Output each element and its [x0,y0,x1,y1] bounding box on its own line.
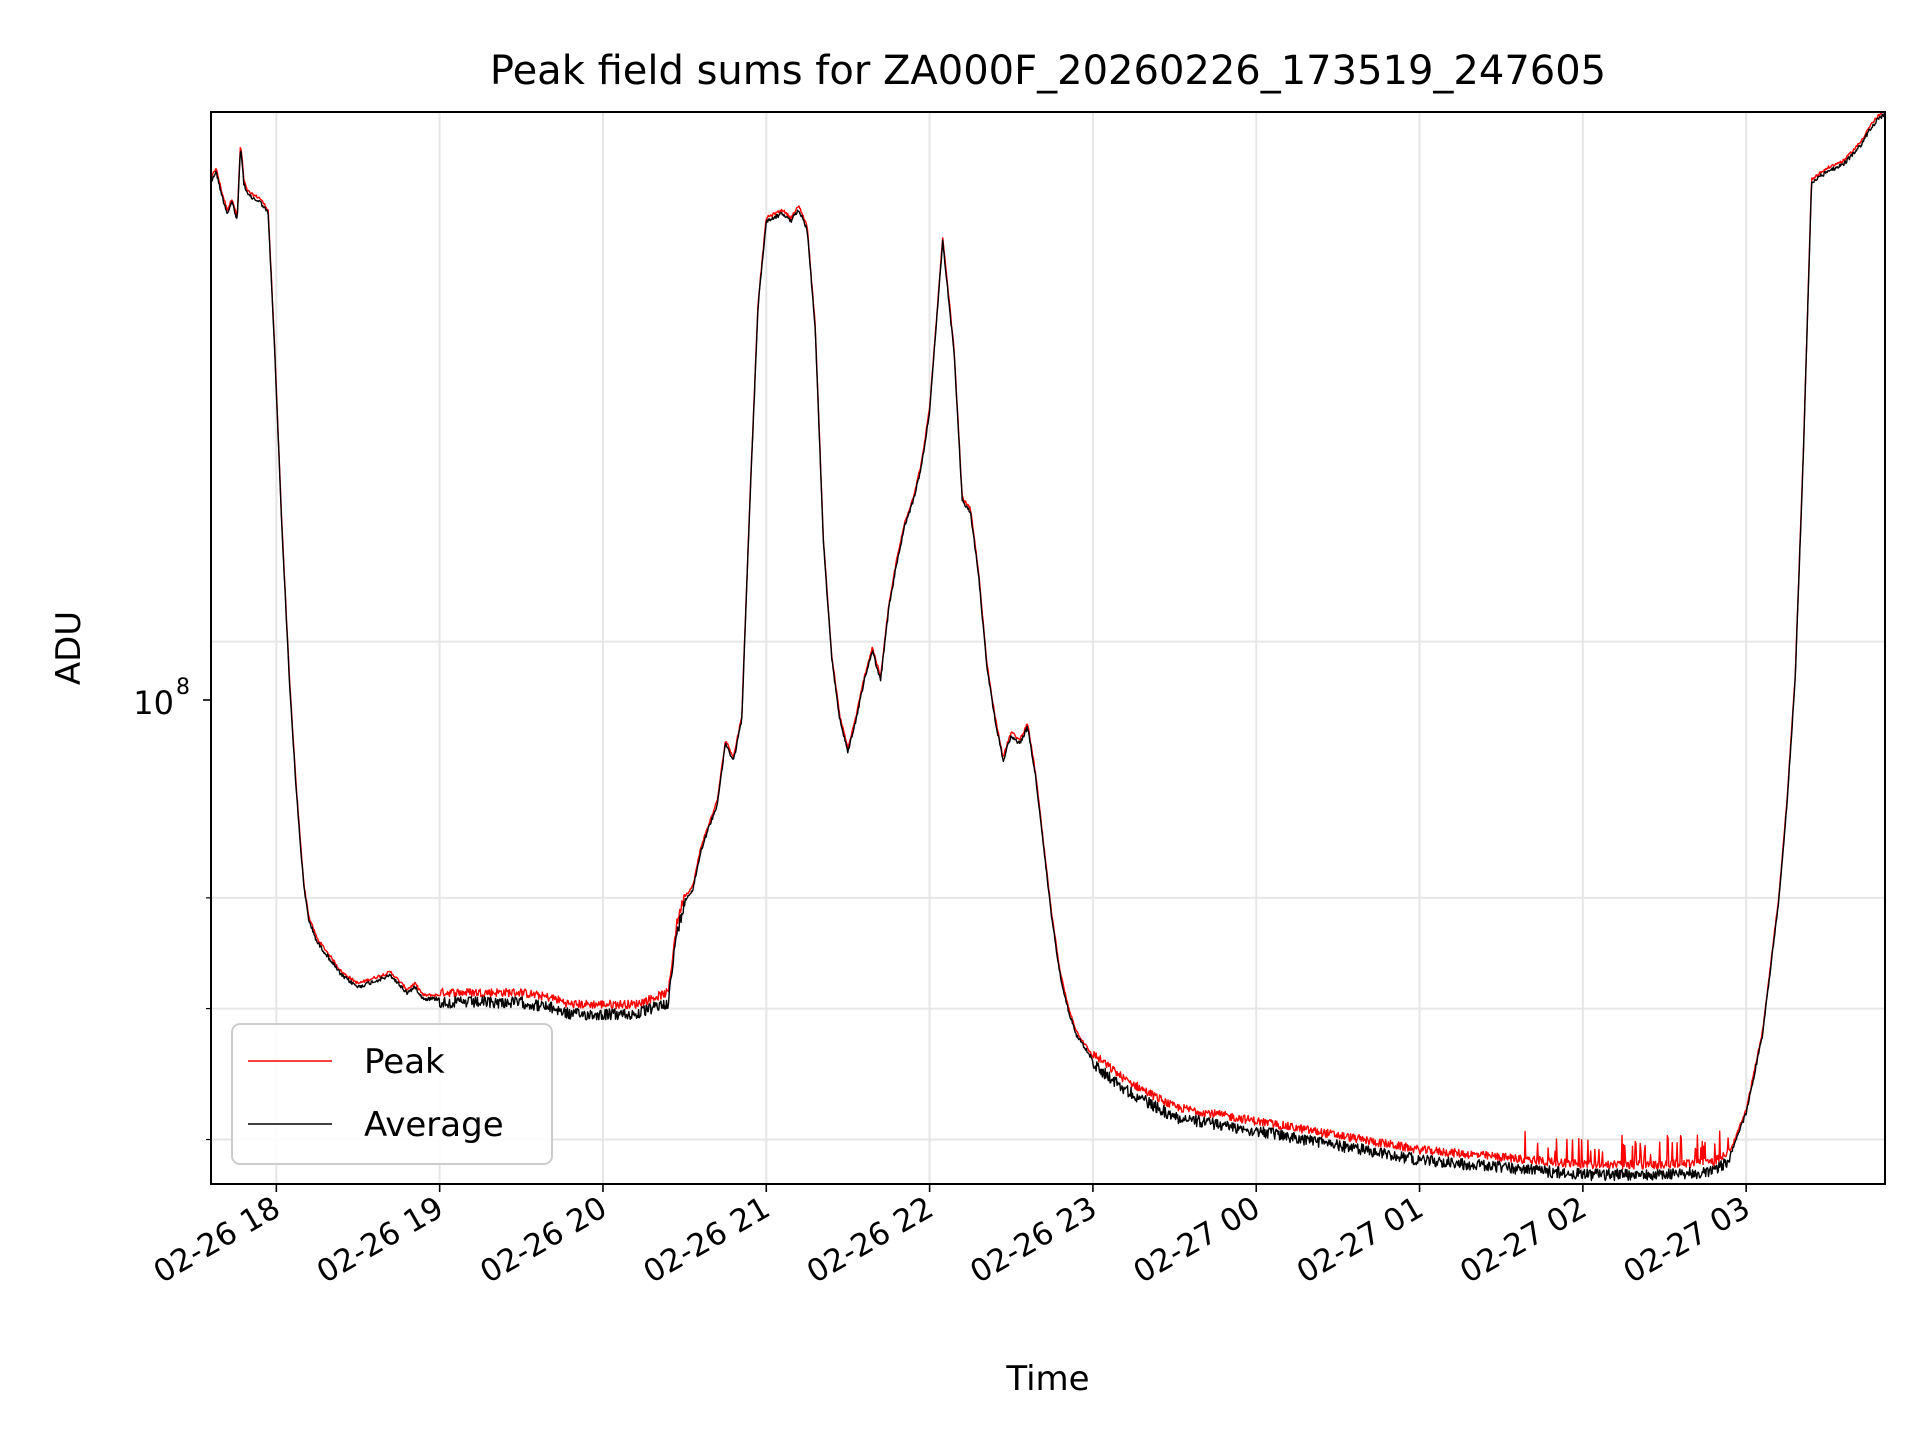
legend-average-label: Average [364,1105,504,1145]
series-average-line [211,112,1885,1182]
series-layer [211,112,1885,1182]
plot-frame [210,111,1886,1185]
x-axis-label: Time [1005,1359,1089,1399]
y-tick-label-base: 10 [133,684,174,722]
chart-title: Peak field sums for ZA000F_20260226_1735… [490,48,1606,94]
legend-peak-label: Peak [364,1042,445,1082]
y-axis-label: ADU [49,611,89,685]
y-axis: 10 8 [133,675,211,1141]
y-tick-label-exponent: 8 [176,675,190,700]
legend-box [231,1023,553,1165]
legend: Peak Average [231,1023,553,1165]
